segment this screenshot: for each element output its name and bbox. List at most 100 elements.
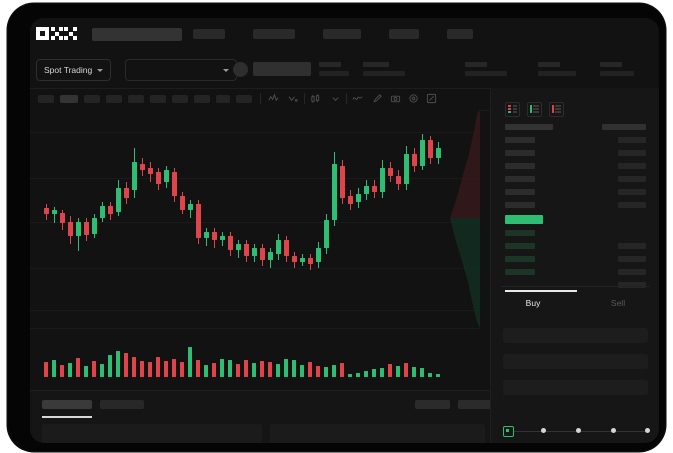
buy-sell-tabs: Buy Sell [491,290,659,318]
market-subheader: Spot Trading [30,50,659,89]
volume-bar [148,362,152,377]
volume-bar [420,368,424,377]
timeframe-8[interactable] [194,95,210,103]
indicators-icon[interactable] [268,93,279,104]
tab-buy[interactable]: Buy [525,298,541,308]
stat-1 [319,62,349,76]
timeframe-2[interactable] [60,95,78,103]
timeframe-9[interactable] [216,95,230,103]
nav-item-4[interactable] [389,29,419,39]
amount-field[interactable] [503,380,648,395]
slider-dot-3[interactable] [576,427,581,433]
volume-bar [68,363,72,377]
active-tab-indicator [505,290,577,292]
timeframe-3[interactable] [84,95,100,103]
volume-bar [156,357,160,377]
volume-chart[interactable] [30,328,480,391]
slider-dot-5[interactable] [645,427,650,433]
price-chart[interactable] [30,110,480,328]
volume-bar [188,347,192,377]
orderbook-ask-row[interactable] [505,124,553,130]
volume-bar [100,364,104,377]
bottom-tab-2[interactable] [100,400,144,409]
slider-dot-2[interactable] [541,427,546,433]
volume-bar [268,362,272,377]
volume-bar [300,365,304,377]
orderbook-bid-row[interactable] [505,230,535,236]
price-field[interactable] [503,354,648,369]
slider-dot-4[interactable] [611,427,616,433]
orderbook-amount-cell [618,176,646,182]
device-bezel: Spot Trading [8,4,665,451]
volume-bar [340,363,344,377]
okx-logo[interactable] [36,27,78,40]
orderbook-amount-cell [618,269,646,275]
amount-slider[interactable] [503,426,651,437]
volume-bar [276,364,280,377]
orderbook-both-icon[interactable] [505,102,520,117]
volume-bar [204,365,208,377]
fullscreen-icon[interactable] [426,93,437,104]
volume-bar [228,360,232,377]
timeframe-7[interactable] [172,95,188,103]
volume-bar [212,363,216,377]
depth-profile-overlay [450,110,480,328]
orderbook-ask-row[interactable] [505,202,535,208]
orderbook-asks-icon[interactable] [549,102,564,117]
tab-sell[interactable]: Sell [610,298,626,308]
nav-item-3[interactable] [323,29,361,39]
orderbook-ask-row[interactable] [505,137,535,143]
nav-item-1[interactable] [193,29,225,39]
timeframe-5[interactable] [128,95,144,103]
positions-card[interactable] [42,424,262,443]
timeframe-1[interactable] [38,95,54,103]
orderbook-amount-cell [618,256,646,262]
orderbook-ask-row[interactable] [505,189,535,195]
bottom-action-1[interactable] [415,400,450,409]
orderbook-bids-icon[interactable] [527,102,542,117]
order-type-field[interactable] [503,328,648,343]
bottom-action-2[interactable] [458,400,493,409]
volume-bar [284,359,288,377]
gridline [30,178,480,179]
orderbook-bid-row[interactable] [505,256,535,262]
volume-bar [76,358,80,377]
compare-icon[interactable] [288,93,299,104]
volume-bar [164,361,168,377]
line-chart-icon[interactable] [352,93,363,104]
volume-bar [180,362,184,377]
trading-mode-selector[interactable]: Spot Trading [36,59,112,81]
pair-selector[interactable] [125,59,237,81]
orderbook-bid-row[interactable] [505,269,535,275]
bottom-tab-active-indicator [42,416,92,418]
orderbook-ask-row[interactable] [505,150,535,156]
orderbook-bid-row[interactable] [505,243,535,249]
settings-gear-icon[interactable] [408,93,419,104]
chevron-down-icon[interactable] [330,93,341,104]
orderbook-last-price-row[interactable] [505,215,543,224]
volume-bar [436,374,440,377]
camera-icon[interactable] [390,93,401,104]
nav-item-5[interactable] [447,29,473,39]
volume-bar [348,374,352,377]
orderbook-amount-cell [618,150,646,156]
volume-bar [196,360,200,377]
volume-bar [108,355,112,377]
toolbar-divider [260,93,261,104]
bottom-tab-1[interactable] [42,400,92,409]
slider-handle[interactable] [503,426,514,437]
volume-bar [244,360,248,377]
nav-item-2[interactable] [253,29,295,39]
volume-bar [372,369,376,377]
timeframe-10[interactable] [236,95,252,103]
nav-items [193,29,473,39]
candle-type-icon[interactable] [310,93,321,104]
search-input[interactable] [92,27,182,41]
drawing-pencil-icon[interactable] [372,93,383,104]
history-card[interactable] [270,424,485,443]
orderbook-ask-row[interactable] [505,163,535,169]
timeframe-6[interactable] [150,95,166,103]
orderbook-ask-row[interactable] [505,176,535,182]
timeframe-4[interactable] [106,95,122,103]
